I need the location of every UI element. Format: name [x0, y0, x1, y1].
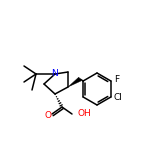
Text: O: O [45, 111, 52, 119]
Text: OH: OH [77, 109, 91, 119]
Polygon shape [68, 77, 81, 87]
Text: Cl: Cl [113, 93, 122, 102]
Text: F: F [114, 74, 119, 83]
Text: N: N [52, 69, 58, 78]
